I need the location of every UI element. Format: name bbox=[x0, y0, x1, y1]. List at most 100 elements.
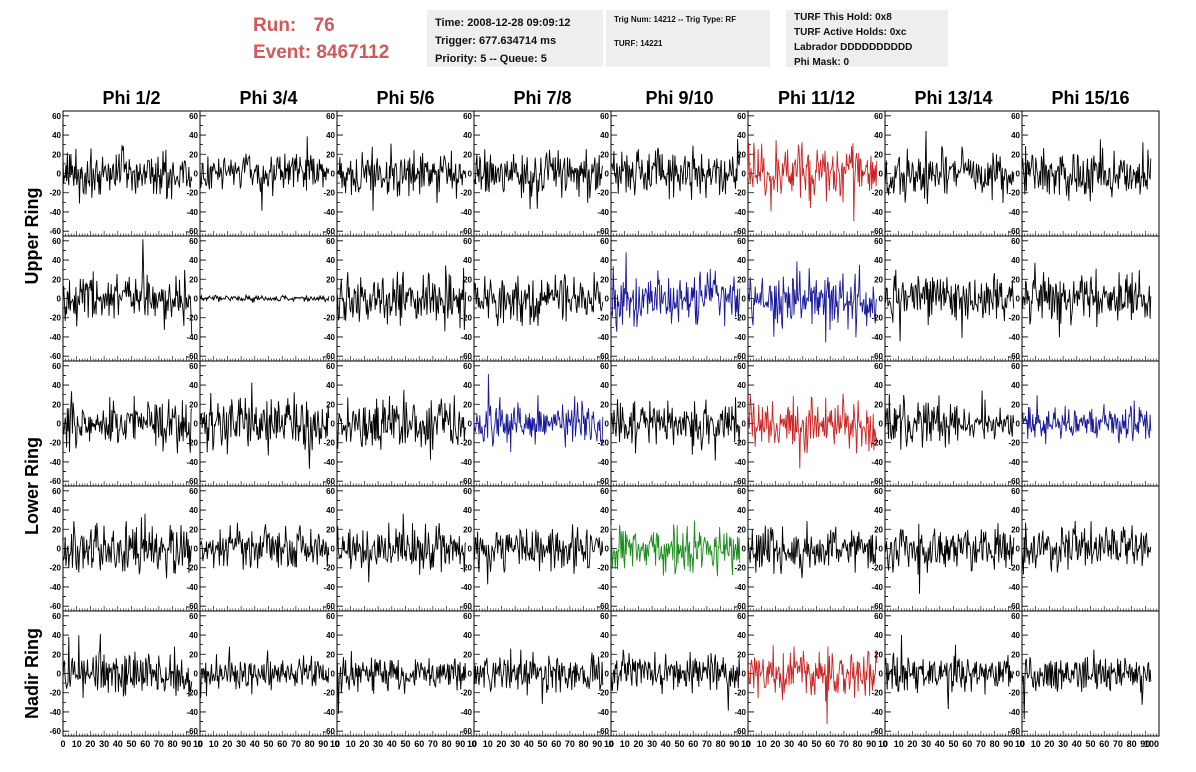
ytick-label-r5-c5-1: 40 bbox=[600, 631, 609, 640]
xtick-marks-r4-c8 bbox=[1021, 606, 1160, 611]
xtick-label-c1-7: 70 bbox=[154, 739, 164, 749]
ytick-label-r4-c7-3: 0 bbox=[879, 545, 884, 554]
ytick-label-r2-c4-3: 0 bbox=[468, 295, 473, 304]
waveform-trace-r3-c7 bbox=[884, 390, 1015, 450]
ytick-label-r3-c8-6: -60 bbox=[1008, 477, 1020, 486]
ytick-label-r1-c3-4: -20 bbox=[323, 189, 335, 198]
xtick-label-c1-4: 40 bbox=[113, 739, 123, 749]
ytick-label-r4-c8-0: 60 bbox=[1011, 487, 1020, 496]
ytick-label-r1-c1-6: -60 bbox=[49, 227, 61, 236]
xtick-label-c7-0: 0 bbox=[882, 739, 887, 749]
xtick-label-c7-6: 60 bbox=[962, 739, 972, 749]
ytick-label-r3-c2-3: 0 bbox=[194, 420, 199, 429]
ytick-label-r3-c1-1: 40 bbox=[52, 381, 61, 390]
waveform-trace-r2-c1 bbox=[62, 239, 193, 336]
ytick-label-r2-c4-4: -20 bbox=[460, 314, 472, 323]
ytick-label-r1-c5-0: 60 bbox=[600, 112, 609, 121]
ytick-label-r4-c8-3: 0 bbox=[1016, 545, 1021, 554]
ytick-label-r3-c1-2: 20 bbox=[52, 400, 61, 409]
ytick-label-r4-c8-2: 20 bbox=[1011, 525, 1020, 534]
waveform-trace-r1-c2 bbox=[199, 136, 330, 211]
ytick-label-r1-c1-5: -40 bbox=[49, 208, 61, 217]
xtick-label-c4-0: 0 bbox=[471, 739, 476, 749]
ytick-label-r5-c5-3: 0 bbox=[605, 670, 610, 679]
ytick-label-r2-c8-4: -20 bbox=[1008, 314, 1020, 323]
xtick-label-c5-6: 60 bbox=[688, 739, 698, 749]
xtick-label-c8-0: 0 bbox=[1019, 739, 1024, 749]
panel-frame-r3-c4 bbox=[473, 360, 612, 487]
xtick-label-c1-8: 80 bbox=[168, 739, 178, 749]
xtick-label-c4-8: 80 bbox=[579, 739, 589, 749]
xtick-label-c4-10: 10 bbox=[604, 739, 614, 749]
ytick-label-r4-c2-6: -60 bbox=[186, 602, 198, 611]
ytick-label-r4-c3-4: -20 bbox=[323, 564, 335, 573]
column-header-4: Phi 7/8 bbox=[513, 88, 571, 108]
ytick-label-r3-c1-3: 0 bbox=[57, 420, 62, 429]
ytick-label-r2-c2-3: 0 bbox=[194, 295, 199, 304]
ytick-label-r3-c4-1: 40 bbox=[463, 381, 472, 390]
ytick-label-r3-c6-1: 40 bbox=[737, 381, 746, 390]
xtick-label-c7-8: 80 bbox=[990, 739, 1000, 749]
waveform-trace-r4-c3 bbox=[336, 513, 467, 583]
ytick-label-r2-c5-6: -60 bbox=[597, 352, 609, 361]
waveform-trace-r5-c5 bbox=[610, 649, 741, 711]
ytick-label-r1-c7-4: -20 bbox=[871, 189, 883, 198]
xtick-label-c5-3: 30 bbox=[647, 739, 657, 749]
ytick-label-r4-c6-0: 60 bbox=[737, 487, 746, 496]
ytick-label-r5-c3-5: -40 bbox=[323, 708, 335, 717]
ytick-label-r5-c8-1: 40 bbox=[1011, 631, 1020, 640]
ytick-label-r4-c2-3: 0 bbox=[194, 545, 199, 554]
ytick-label-r2-c5-4: -20 bbox=[597, 314, 609, 323]
ytick-label-r4-c1-6: -60 bbox=[49, 602, 61, 611]
xtick-marks-r3-c3 bbox=[336, 481, 475, 486]
ytick-label-r3-c4-5: -40 bbox=[460, 458, 472, 467]
ytick-label-r4-c4-4: -20 bbox=[460, 564, 472, 573]
xtick-label-c5-9: 90 bbox=[729, 739, 739, 749]
ytick-label-r2-c8-6: -60 bbox=[1008, 352, 1020, 361]
ytick-label-r4-c3-1: 40 bbox=[326, 506, 335, 515]
ytick-label-r5-c8-3: 0 bbox=[1016, 670, 1021, 679]
waveform-trace-r5-c6 bbox=[747, 645, 878, 725]
ytick-label-r3-c3-2: 20 bbox=[326, 400, 335, 409]
waveform-trace-r1-c3 bbox=[336, 143, 467, 211]
ytick-label-r1-c5-1: 40 bbox=[600, 131, 609, 140]
turf-this-hold: TURF This Hold: 0x8 bbox=[794, 12, 892, 23]
ytick-label-r1-c1-1: 40 bbox=[52, 131, 61, 140]
xtick-label-c5-10: 10 bbox=[741, 739, 751, 749]
xtick-label-c6-10: 10 bbox=[878, 739, 888, 749]
ytick-label-r1-c7-3: 0 bbox=[879, 170, 884, 179]
run-label: Run: bbox=[253, 15, 297, 36]
ytick-label-r4-c6-2: 20 bbox=[737, 525, 746, 534]
ring-label-2: Lower Ring bbox=[22, 437, 42, 535]
ytick-label-r1-c8-5: -40 bbox=[1008, 208, 1020, 217]
event-value: 8467112 bbox=[316, 42, 390, 63]
xtick-label-c6-8: 80 bbox=[853, 739, 863, 749]
xtick-label-c2-8: 80 bbox=[305, 739, 315, 749]
ytick-label-r5-c5-4: -20 bbox=[597, 689, 609, 698]
waveform-trace-r5-c4 bbox=[473, 648, 604, 704]
xtick-label-c3-2: 20 bbox=[359, 739, 369, 749]
xtick-label-c1-1: 10 bbox=[72, 739, 82, 749]
ytick-label-r2-c4-5: -40 bbox=[460, 333, 472, 342]
xtick-label-c8-5: 50 bbox=[1085, 739, 1095, 749]
ytick-label-r3-c2-5: -40 bbox=[186, 458, 198, 467]
event-line: Event: 8467112 bbox=[253, 39, 389, 66]
xtick-label-c6-3: 30 bbox=[784, 739, 794, 749]
ytick-label-r2-c6-1: 40 bbox=[737, 256, 746, 265]
ytick-label-r4-c4-5: -40 bbox=[460, 583, 472, 592]
ytick-label-r3-c6-2: 20 bbox=[737, 400, 746, 409]
ytick-label-r2-c6-5: -40 bbox=[734, 333, 746, 342]
ytick-label-r5-c8-5: -40 bbox=[1008, 708, 1020, 717]
time-line: Time: 2008-12-28 09:09:12 bbox=[435, 17, 571, 29]
ytick-label-r4-c3-5: -40 bbox=[323, 583, 335, 592]
xtick-marks-r4-c1 bbox=[62, 606, 201, 611]
ytick-label-r1-c7-1: 40 bbox=[874, 131, 883, 140]
ytick-label-r5-c6-1: 40 bbox=[737, 631, 746, 640]
waveform-trace-r4-c4 bbox=[473, 524, 604, 585]
ytick-label-r2-c1-6: -60 bbox=[49, 352, 61, 361]
trigger-line: Trigger: 677.634714 ms bbox=[435, 35, 557, 47]
run-value: 76 bbox=[313, 15, 335, 36]
xtick-label-c2-7: 70 bbox=[291, 739, 301, 749]
waveform-trace-r1-c1 bbox=[62, 145, 193, 204]
